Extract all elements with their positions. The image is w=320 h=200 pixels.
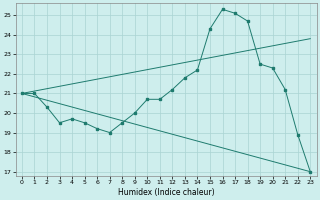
X-axis label: Humidex (Indice chaleur): Humidex (Indice chaleur)	[118, 188, 214, 197]
